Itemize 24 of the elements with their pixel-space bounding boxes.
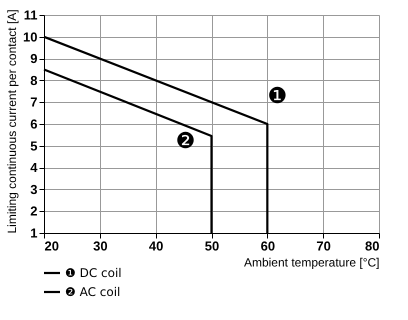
y-tick-label: 3 xyxy=(30,182,38,197)
y-tick-label: 2 xyxy=(30,204,38,219)
annotation: ❶ xyxy=(267,84,288,109)
y-tick-label: 7 xyxy=(30,94,38,110)
x-tick-label: 20 xyxy=(44,238,59,254)
x-tick-label: 40 xyxy=(148,238,164,254)
y-tick-label: 1 xyxy=(30,226,38,240)
y-tick-label: 4 xyxy=(30,160,38,176)
y-tick-label: 6 xyxy=(30,116,38,132)
x-tick-label: 60 xyxy=(260,238,276,254)
y-tick-label: 11 xyxy=(24,8,38,22)
annotation: ❷ xyxy=(176,128,196,154)
legend-label: ❶ DC coil xyxy=(65,266,122,280)
y-tick-label: 10 xyxy=(23,29,38,44)
x-axis-title: Ambient temperature [°C] xyxy=(244,256,380,270)
x-tick-label: 80 xyxy=(365,238,380,254)
x-tick-label: 50 xyxy=(204,238,220,254)
y-tick-label: 8 xyxy=(30,72,38,88)
x-tick-label: 70 xyxy=(316,238,331,254)
legend-label: ❷ AC coil xyxy=(65,285,120,299)
y-axis-title: Limiting continuous current per contact [A] xyxy=(5,9,20,234)
y-tick-label: 9 xyxy=(30,51,38,66)
x-tick-label: 30 xyxy=(93,238,108,254)
y-tick-label: 5 xyxy=(30,138,38,154)
